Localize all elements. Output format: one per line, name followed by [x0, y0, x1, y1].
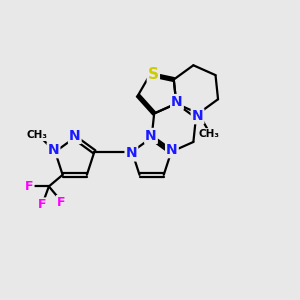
Text: N: N [145, 129, 157, 143]
Text: N: N [69, 129, 81, 143]
Text: F: F [25, 180, 34, 193]
Text: CH₃: CH₃ [199, 129, 220, 139]
Text: N: N [171, 95, 183, 109]
Text: F: F [57, 196, 65, 209]
Text: N: N [48, 143, 59, 157]
Text: CH₃: CH₃ [26, 130, 47, 140]
Text: N: N [192, 109, 203, 123]
Text: N: N [166, 143, 178, 157]
Text: S: S [148, 67, 159, 82]
Text: N: N [126, 146, 137, 161]
Text: F: F [38, 198, 47, 212]
